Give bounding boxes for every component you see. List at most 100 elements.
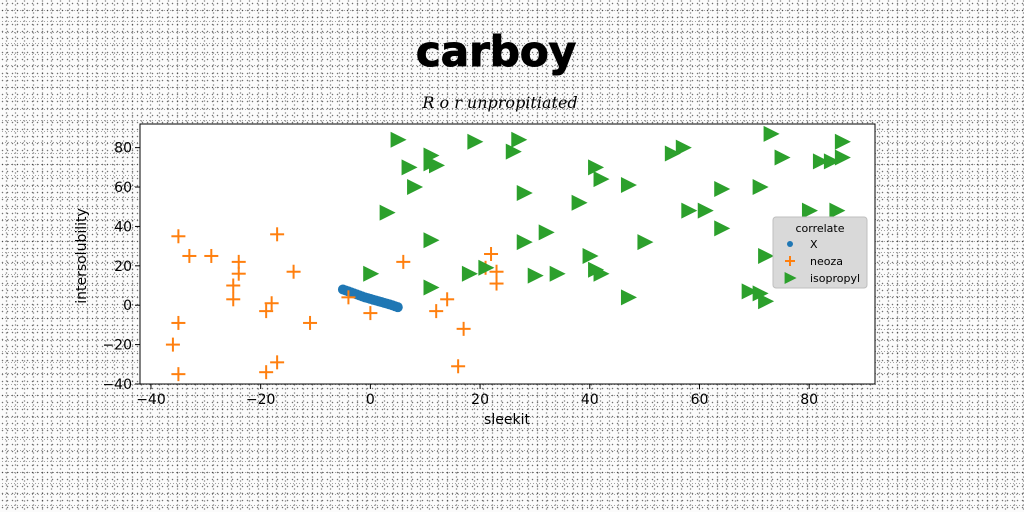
data-point <box>801 202 818 219</box>
data-point <box>752 179 769 196</box>
data-point <box>363 265 380 282</box>
data-point <box>516 234 533 251</box>
data-point <box>571 194 588 211</box>
legend-box <box>772 216 868 289</box>
data-point <box>593 171 610 188</box>
data-point <box>226 292 241 307</box>
data-point <box>758 293 775 310</box>
legend-marker <box>784 272 797 284</box>
data-point <box>303 315 318 330</box>
data-point <box>714 220 731 237</box>
data-point <box>697 202 714 219</box>
legend-marker <box>785 256 795 266</box>
y-tick-label: −20 <box>102 338 132 354</box>
data-point <box>264 296 279 311</box>
data-point <box>489 276 504 291</box>
data-point <box>182 248 197 263</box>
data-point <box>593 265 610 282</box>
y-tick-label: 60 <box>114 180 132 196</box>
data-point <box>758 247 775 264</box>
data-point <box>637 234 654 251</box>
data-point <box>741 283 758 300</box>
data-point <box>171 315 186 330</box>
data-point <box>484 247 499 261</box>
data-point <box>259 365 274 380</box>
data-point <box>270 355 285 370</box>
data-point <box>812 153 829 170</box>
data-point <box>538 224 555 241</box>
data-point <box>582 247 599 264</box>
x-axis-ticks: −40 −20 0 20 40 60 80 <box>136 384 818 408</box>
plot-area <box>139 123 876 385</box>
data-point <box>379 204 396 221</box>
series-neoza <box>165 227 504 382</box>
data-point <box>675 139 692 156</box>
legend-label: isopropyl <box>810 272 860 285</box>
data-point <box>428 157 445 174</box>
x-tick-label: 40 <box>581 392 599 408</box>
data-point <box>451 359 466 374</box>
data-point <box>467 133 484 150</box>
data-point <box>620 289 637 306</box>
data-point <box>549 265 566 282</box>
legend-marker <box>787 241 793 247</box>
data-point <box>270 227 285 242</box>
data-point <box>429 304 444 319</box>
data-point <box>259 304 274 319</box>
data-point <box>505 143 522 160</box>
data-point <box>341 290 356 305</box>
x-tick-label: 60 <box>691 392 709 408</box>
x-tick-label: 80 <box>800 392 818 408</box>
y-tick-label: 0 <box>123 298 132 314</box>
data-point <box>423 279 440 296</box>
data-point <box>489 264 504 279</box>
data-point <box>390 131 407 148</box>
data-point <box>752 285 769 302</box>
y-axis-ticks: −40 −20 0 20 40 60 80 <box>102 141 140 393</box>
data-point <box>829 202 846 219</box>
data-point <box>834 149 851 166</box>
data-point <box>401 159 418 176</box>
data-point <box>834 133 851 150</box>
data-point <box>231 266 246 281</box>
data-point <box>511 131 528 148</box>
data-point <box>823 153 840 170</box>
data-point <box>588 159 605 176</box>
data-point <box>363 306 378 321</box>
data-point <box>461 265 478 282</box>
data-point <box>423 147 440 164</box>
data-point <box>423 232 440 249</box>
data-point <box>774 149 791 166</box>
y-tick-label: 20 <box>114 259 132 275</box>
legend-label: X <box>810 238 818 251</box>
series-isopropyl <box>363 125 851 310</box>
data-point <box>440 292 455 307</box>
data-point <box>286 264 301 279</box>
data-point <box>171 229 186 244</box>
data-point <box>392 302 403 313</box>
data-point <box>763 125 780 142</box>
data-point <box>407 179 424 196</box>
y-tick-label: 40 <box>114 219 132 235</box>
data-point <box>226 278 241 293</box>
x-tick-label: 0 <box>366 392 375 408</box>
data-marks <box>165 125 851 382</box>
data-point <box>231 254 246 269</box>
data-point <box>171 367 186 382</box>
legend-label: neoza <box>810 255 843 268</box>
x-tick-label: −20 <box>246 392 276 408</box>
data-point <box>478 259 495 276</box>
chart-title: carboy <box>416 27 576 76</box>
data-point <box>456 321 471 336</box>
x-tick-label: 20 <box>471 392 489 408</box>
data-point <box>620 177 637 194</box>
data-point <box>204 248 219 263</box>
x-tick-label: −40 <box>136 392 166 408</box>
data-point <box>681 202 698 219</box>
y-tick-label: 80 <box>114 141 132 157</box>
data-point <box>396 254 411 269</box>
chart-subtitle: R o r unpropitiated <box>421 93 577 112</box>
